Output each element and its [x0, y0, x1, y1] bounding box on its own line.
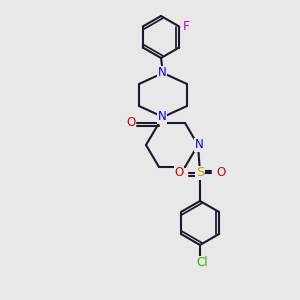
Text: O: O	[216, 167, 226, 179]
Text: O: O	[126, 116, 136, 130]
Text: N: N	[158, 67, 166, 80]
Text: N: N	[195, 139, 203, 152]
Text: S: S	[196, 167, 204, 179]
Text: O: O	[174, 167, 184, 179]
Text: N: N	[158, 110, 166, 124]
Text: F: F	[183, 20, 190, 33]
Text: Cl: Cl	[196, 256, 208, 269]
